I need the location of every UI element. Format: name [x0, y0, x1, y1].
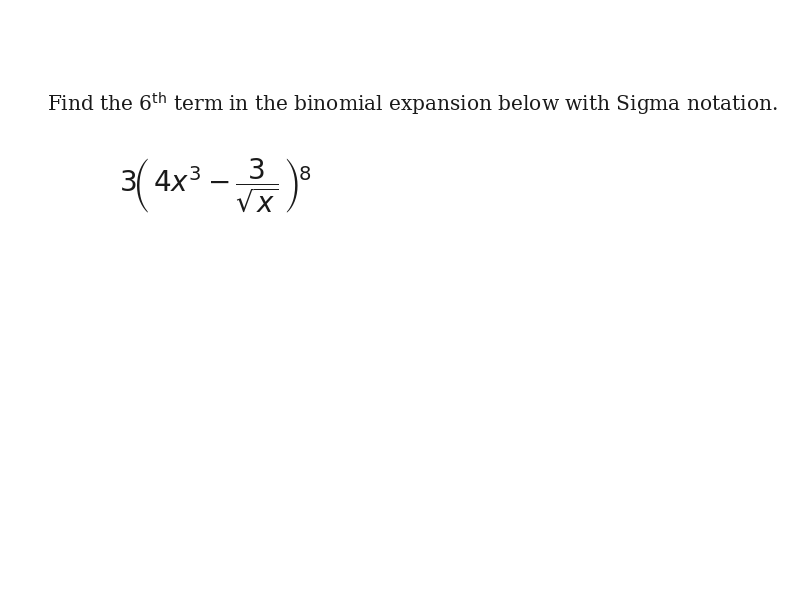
Text: Find the 6$^{\mathrm{th}}$ term in the binomial expansion below with Sigma notat: Find the 6$^{\mathrm{th}}$ term in the b…	[47, 91, 777, 119]
Text: $3\!\left(\,4x^3 - \dfrac{3}{\sqrt{x}}\,\right)^{\!8}$: $3\!\left(\,4x^3 - \dfrac{3}{\sqrt{x}}\,…	[119, 157, 312, 215]
